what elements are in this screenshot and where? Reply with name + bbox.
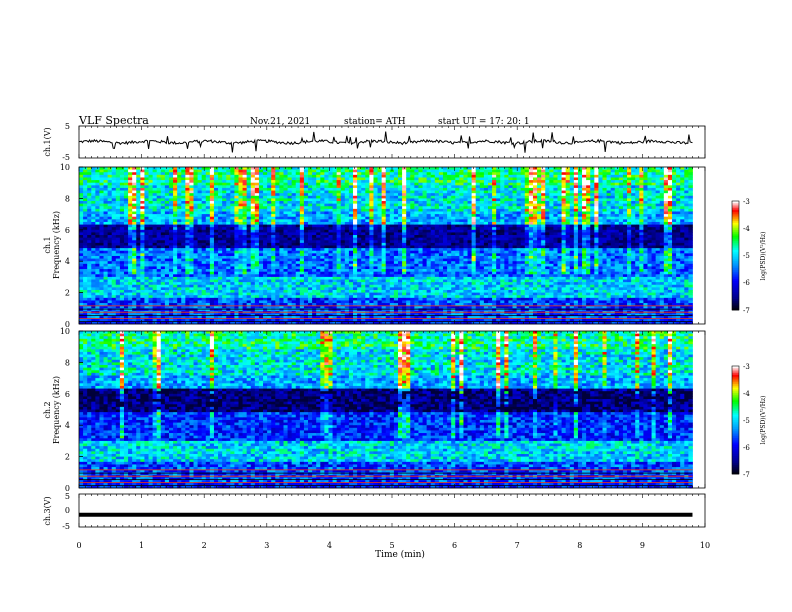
- ch1-spectrogram-ylabel-frequency: Frequency (kHz): [52, 211, 61, 279]
- time-tick-label: 0: [76, 541, 81, 550]
- frequency-tick-label: 0: [65, 320, 70, 329]
- ch1-spectrogram-panel: 0 2 4 6 8 10 ch.1 Frequency (kHz): [43, 163, 706, 329]
- figure-title: VLF Spectra: [78, 114, 149, 127]
- time-tick-label: 10: [700, 541, 710, 550]
- ch3-waveform-panel: 5 0 -5 ch.3(V): [43, 492, 706, 531]
- ch2-spectrogram-ylabel-frequency: Frequency (kHz): [52, 376, 61, 444]
- ch1-colorbar-tick: -5: [743, 252, 750, 260]
- ch2-spectrogram-image: [79, 331, 693, 489]
- frequency-tick-label: 4: [65, 421, 70, 430]
- ch3-ytick-bottom: -5: [62, 522, 70, 531]
- ch3-waveform-ylabel: ch.3(V): [43, 496, 52, 525]
- ch3-waveform-frame: [78, 493, 706, 528]
- ch1-ytick-top: 5: [65, 122, 70, 131]
- time-axis-ticks: [78, 126, 706, 527]
- frequency-tick-label: 2: [65, 289, 70, 298]
- ch1-waveform-trace: [78, 131, 693, 153]
- ch1-waveform-ylabel: ch.1(V): [43, 127, 52, 156]
- ch2-spectrogram-ylabel-channel: ch.2: [43, 401, 52, 418]
- ch1-spectrogram-image: [79, 167, 693, 325]
- ch2-colorbar-label: log(PSD)(V²/Hz): [760, 396, 767, 445]
- ch3-ytick-middle: 0: [65, 506, 70, 515]
- ch1-colorbar-tick: -3: [743, 198, 750, 206]
- time-tick-label: 5: [389, 541, 394, 550]
- ch2-colorbar-tick: -6: [743, 444, 750, 452]
- frequency-tick-label: 0: [65, 484, 70, 493]
- frequency-tick-label: 10: [60, 327, 70, 336]
- ch1-colorbar-tick: -6: [743, 279, 750, 287]
- ch2-colorbar-tick: -4: [743, 390, 750, 398]
- frequency-tick-label: 2: [65, 453, 70, 462]
- ch2-colorbar-frame: [731, 365, 740, 475]
- frequency-tick-label: 6: [65, 226, 70, 235]
- ch3-ytick-top: 5: [65, 492, 70, 501]
- station-label: station= ATH: [344, 117, 406, 127]
- ch1-colorbar: -3 -4 -5 -6 -7 log(PSD)(V²/Hz): [731, 198, 767, 315]
- ch1-colorbar-tick: -4: [743, 225, 750, 233]
- time-axis-label: Time (min): [375, 549, 425, 560]
- start-time-label: start UT = 17: 20: 1: [438, 117, 530, 127]
- date-label: Nov.21, 2021: [250, 117, 310, 127]
- frequency-tick-label: 8: [65, 194, 70, 203]
- time-tick-label: 8: [577, 541, 582, 550]
- frequency-tick-label: 8: [65, 358, 70, 367]
- ch1-colorbar-tick: -7: [743, 307, 750, 315]
- frequency-tick-label: 4: [65, 257, 70, 266]
- ch2-colorbar-tick: -5: [743, 417, 750, 425]
- time-tick-label: 7: [515, 541, 520, 550]
- ch1-spectrogram-ylabel-channel: ch.1: [43, 236, 52, 253]
- ch2-colorbar-tick: -7: [743, 471, 750, 479]
- ch1-colorbar-label: log(PSD)(V²/Hz): [760, 232, 767, 281]
- time-tick-label: 3: [264, 541, 269, 550]
- time-axis-tick-labels: 0 1 2 3 4 5 6 7 8 9 10: [76, 541, 710, 550]
- ch1-waveform-panel: 5 -5 ch.1(V): [43, 122, 706, 162]
- ch1-ytick-bottom: -5: [62, 153, 70, 162]
- time-tick-label: 6: [452, 541, 457, 550]
- frequency-tick-label: 10: [60, 163, 70, 172]
- ch1-colorbar-frame: [731, 200, 740, 311]
- frequency-tick-label: 6: [65, 390, 70, 399]
- time-tick-label: 4: [327, 541, 332, 550]
- time-tick-label: 1: [139, 541, 144, 550]
- time-tick-label: 2: [202, 541, 207, 550]
- ch2-colorbar: -3 -4 -5 -6 -7 log(PSD)(V²/Hz): [731, 363, 767, 479]
- ch2-colorbar-tick: -3: [743, 363, 750, 371]
- time-tick-label: 9: [640, 541, 645, 550]
- ch2-spectrogram-panel: 0 2 4 6 8 10 ch.2 Frequency (kHz): [43, 327, 706, 493]
